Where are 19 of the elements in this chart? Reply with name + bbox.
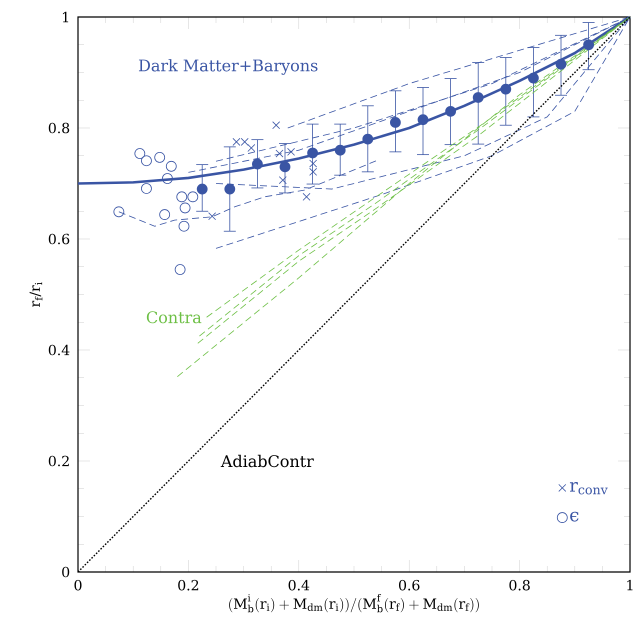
series-label: Contra: [146, 311, 202, 324]
x-tick-label: 0: [74, 580, 82, 590]
x-axis-title: $(\mathrm{M_b^i(r_i)+M_{dm}(r_i)})/(\mathrm{M_b^f(r_f)+M_{dm}(r_f)})$: [229, 594, 479, 612]
x-tick-label: 1: [627, 580, 632, 590]
y-tick-label: 0: [62, 566, 70, 578]
y-tick-label: 0.8: [48, 122, 70, 134]
legend-label: r$_{conv}$: [570, 482, 608, 494]
x-tick-label: 0.8: [509, 580, 530, 590]
y-tick-label: 0.2: [48, 456, 69, 466]
annotation: Dark Matter+Baryons: [138, 59, 318, 75]
series-label: AdiabContr: [220, 454, 314, 468]
y-tick-label: 0.6: [48, 234, 70, 244]
legend-label: ϵ: [570, 512, 579, 522]
x-tick-label: 0.6: [398, 580, 420, 590]
x-tick-label: 0.2: [178, 580, 198, 590]
x-tick-label: 0.4: [288, 580, 310, 590]
y-axis-title: r$_{f}$/r$_{i}$: [30, 282, 42, 307]
y-tick-label: 1: [62, 12, 68, 22]
y-tick-label: 0.4: [48, 344, 70, 356]
